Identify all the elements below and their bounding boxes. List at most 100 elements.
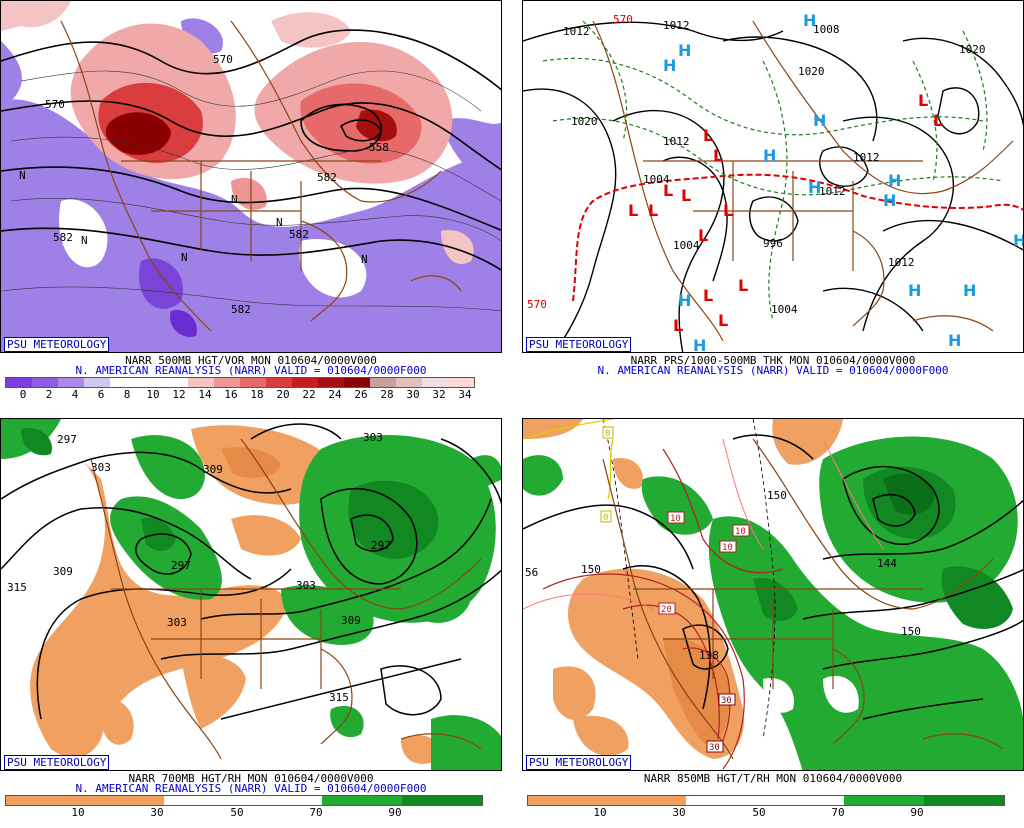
thickness-label: 570: [527, 298, 547, 311]
panel-valid-caption: N. AMERICAN REANALYSIS (NARR) VALID = 01…: [75, 364, 427, 377]
temp-label-box: 0: [602, 426, 614, 439]
low-pressure-marker: L: [673, 316, 683, 335]
isobar-label: 1012: [663, 19, 690, 32]
colorbar-tick-label: 26: [354, 388, 368, 401]
colorbar-tick-label: 90: [388, 806, 402, 819]
colorbar-tick-label: 10: [593, 806, 607, 819]
colorbar-tick-label: 28: [380, 388, 394, 401]
colorbar-tick-label: 2: [45, 388, 53, 401]
high-pressure-marker: H: [803, 11, 816, 30]
panel-500mb: 570 582 582 570 582 558 582 N N N N N N …: [0, 0, 502, 410]
colorbar-swatch: [6, 796, 164, 805]
colorbar-swatch: [292, 378, 318, 387]
colorbar-swatch: [58, 378, 84, 387]
colorbar-swatch: [396, 378, 422, 387]
colorbar: [5, 377, 475, 388]
contour-label: 144: [877, 557, 897, 570]
colorbar-tick-label: 4: [71, 388, 79, 401]
high-pressure-marker: H: [883, 191, 896, 210]
panel-caption: NARR PRS/1000-500MB THK MON 010604/0000V…: [630, 354, 916, 367]
svg-text:10: 10: [735, 527, 746, 537]
high-pressure-marker: H: [948, 331, 961, 350]
colorbar-swatch: [162, 378, 188, 387]
vort-min-label: N: [181, 251, 188, 264]
colorbar-swatch: [240, 378, 266, 387]
psu-meteorology-badge: PSU METEOROLOGY: [4, 337, 110, 352]
colorbar-swatch: [6, 378, 32, 387]
colorbar-tick-label: 20: [276, 388, 290, 401]
isobar-label: 1012: [853, 151, 880, 164]
vort-min-label: N: [81, 234, 88, 247]
contour-label: 570: [213, 53, 233, 66]
contour-label: 309: [203, 463, 223, 476]
high-pressure-marker: H: [908, 281, 921, 300]
contour-label: 582: [317, 171, 337, 184]
panel-caption: NARR 850MB HGT/T/RH MON 010604/0000V000: [643, 772, 903, 785]
colorbar: [5, 795, 483, 806]
contour-label: 150: [901, 625, 921, 638]
colorbar-swatch: [448, 378, 474, 387]
panel-caption: NARR 700MB HGT/RH MON 010604/0000V000: [128, 772, 374, 785]
colorbar-tick-label: 16: [224, 388, 238, 401]
colorbar-tick-label: 70: [831, 806, 845, 819]
isobar-label: 1012: [888, 256, 915, 269]
low-pressure-marker: L: [698, 226, 708, 245]
svg-text:10: 10: [670, 514, 681, 524]
map-pressure-thickness: H H H H H H H H H H H H H H L L L L L L: [522, 0, 1024, 353]
low-pressure-marker: L: [723, 201, 733, 220]
isobar-label: 1020: [571, 115, 598, 128]
low-pressure-marker: L: [681, 186, 691, 205]
contour-label: 558: [369, 141, 389, 154]
colorbar-tick-label: 8: [123, 388, 131, 401]
vort-min-label: N: [231, 193, 238, 206]
low-pressure-marker: L: [713, 146, 723, 165]
panel-850mb: 150 150 138 144 150 56 10 10 10: [522, 418, 1024, 828]
isobar-label: 1004: [643, 173, 670, 186]
colorbar-swatch: [528, 796, 686, 805]
colorbar-ticks: 10 30 50 70 90: [522, 807, 1024, 819]
map-700mb: 297 303 309 309 303 315 297 303 309 303 …: [0, 418, 502, 771]
colorbar-swatch: [322, 796, 402, 805]
contour-label: 297: [171, 559, 191, 572]
colorbar-tick-label: 50: [752, 806, 766, 819]
contour-label: 309: [341, 614, 361, 627]
low-pressure-marker: L: [918, 91, 928, 110]
colorbar-swatch: [136, 378, 162, 387]
low-pressure-marker: L: [703, 286, 713, 305]
colorbar-swatch: [188, 378, 214, 387]
contour-label: 150: [581, 563, 601, 576]
contour-label: 150: [767, 489, 787, 502]
isobar-label: 1012: [663, 135, 690, 148]
colorbar-swatch: [84, 378, 110, 387]
contour-label: 315: [329, 691, 349, 704]
low-pressure-marker: L: [718, 311, 728, 330]
colorbar-tick-label: 34: [458, 388, 472, 401]
contour-label: 56: [525, 566, 538, 579]
high-pressure-marker: H: [678, 291, 691, 310]
low-pressure-marker: L: [703, 126, 713, 145]
contour-label: 303: [167, 616, 187, 629]
contour-label: 582: [231, 303, 251, 316]
contour-label: 309: [53, 565, 73, 578]
colorbar-swatch: [686, 796, 844, 805]
contour-label: 582: [53, 231, 73, 244]
low-pressure-marker: L: [738, 276, 748, 295]
low-pressure-marker: L: [933, 111, 943, 130]
colorbar-swatch: [844, 796, 924, 805]
map-500mb: 570 582 582 570 582 558 582 N N N N N N: [0, 0, 502, 353]
colorbar-swatch: [32, 378, 58, 387]
temp-label-box: 30: [706, 740, 724, 753]
colorbar-tick-label: 14: [198, 388, 212, 401]
colorbar-tick-label: 10: [146, 388, 160, 401]
high-pressure-marker: H: [813, 111, 826, 130]
svg-text:20: 20: [661, 605, 672, 615]
contour-label: 297: [371, 539, 391, 552]
temp-label-box: 10: [719, 540, 737, 553]
contour-label: 315: [7, 581, 27, 594]
isobar-label: 1004: [673, 239, 700, 252]
temp-label-box: 30: [718, 693, 736, 706]
colorbar-swatch: [422, 378, 448, 387]
colorbar-swatch: [164, 796, 322, 805]
colorbar-tick-label: 0: [19, 388, 27, 401]
colorbar-ticks: 10 30 50 70 90: [0, 807, 502, 819]
